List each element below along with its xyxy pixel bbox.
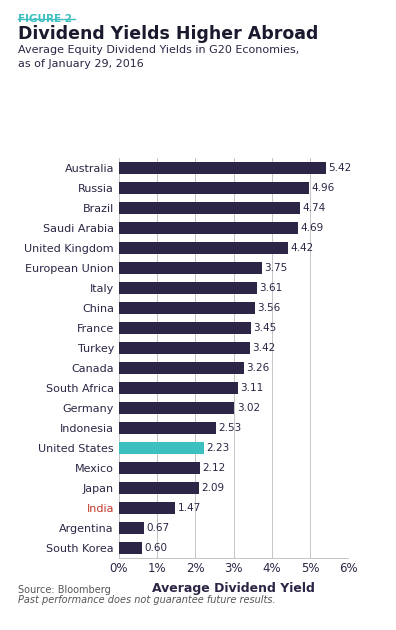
X-axis label: Average Dividend Yield: Average Dividend Yield (152, 582, 315, 595)
Text: Past performance does not guarantee future results.: Past performance does not guarantee futu… (18, 595, 276, 605)
Text: 3.42: 3.42 (252, 343, 275, 353)
Bar (119, 282, 257, 294)
Bar (119, 222, 298, 234)
Text: 3.56: 3.56 (257, 302, 281, 312)
Bar (119, 382, 238, 394)
Bar (119, 321, 251, 333)
Text: 0.67: 0.67 (147, 522, 170, 532)
Text: 2.23: 2.23 (206, 442, 230, 452)
Bar (119, 501, 175, 513)
Text: 2.53: 2.53 (218, 423, 241, 433)
Bar (119, 181, 308, 193)
Bar (119, 481, 199, 493)
Bar (119, 462, 200, 474)
Text: 1.47: 1.47 (177, 503, 201, 513)
Text: 3.45: 3.45 (253, 323, 276, 333)
Bar (119, 302, 255, 314)
Text: Dividend Yields Higher Abroad: Dividend Yields Higher Abroad (18, 25, 318, 43)
Bar (119, 401, 234, 413)
Bar (119, 442, 204, 454)
Text: Average Equity Dividend Yields in G20 Economies,
as of January 29, 2016: Average Equity Dividend Yields in G20 Ec… (18, 45, 299, 69)
Bar (119, 261, 262, 273)
Text: 4.96: 4.96 (311, 183, 334, 193)
Bar (119, 542, 142, 554)
Text: 3.61: 3.61 (259, 282, 282, 292)
Text: 3.11: 3.11 (240, 382, 263, 392)
Text: FIGURE 2: FIGURE 2 (18, 14, 72, 25)
Text: 2.09: 2.09 (201, 483, 224, 493)
Bar (119, 522, 145, 534)
Bar (119, 341, 250, 353)
Text: 3.26: 3.26 (246, 362, 269, 372)
Text: 4.42: 4.42 (290, 243, 314, 253)
Text: 3.75: 3.75 (265, 263, 288, 273)
Bar (119, 161, 326, 173)
Bar (119, 421, 216, 433)
Text: 4.74: 4.74 (303, 202, 326, 212)
Bar (119, 362, 244, 374)
Text: 2.12: 2.12 (202, 462, 225, 472)
Bar (119, 202, 300, 214)
Text: 3.02: 3.02 (237, 403, 260, 413)
Text: 0.60: 0.60 (144, 542, 167, 553)
Bar (119, 241, 288, 253)
Text: 5.42: 5.42 (329, 163, 352, 173)
Text: Source: Bloomberg: Source: Bloomberg (18, 585, 110, 595)
Text: 4.69: 4.69 (301, 222, 324, 232)
